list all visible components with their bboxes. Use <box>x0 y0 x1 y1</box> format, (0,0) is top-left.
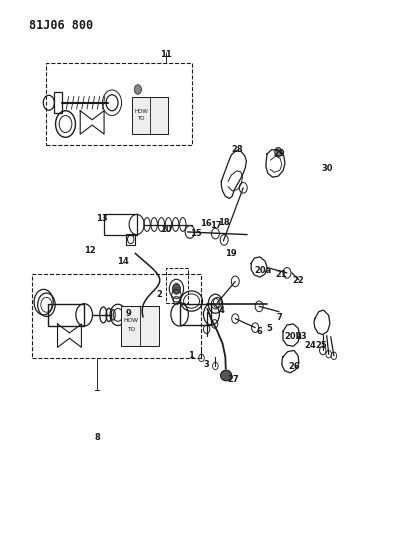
Bar <box>121 306 159 346</box>
Text: 11: 11 <box>160 51 172 59</box>
Text: 19: 19 <box>225 249 237 258</box>
Text: 17: 17 <box>209 221 221 230</box>
Text: HOW: HOW <box>124 318 138 323</box>
Text: 14: 14 <box>117 257 129 265</box>
Text: 23: 23 <box>295 332 307 341</box>
Bar <box>53 92 62 114</box>
Circle shape <box>275 148 282 157</box>
Text: 5: 5 <box>266 324 272 333</box>
Text: 9: 9 <box>126 309 132 318</box>
Text: 15: 15 <box>190 229 201 238</box>
Bar <box>166 268 188 303</box>
Text: 10: 10 <box>160 225 172 234</box>
Text: 29: 29 <box>273 149 285 158</box>
Text: TO: TO <box>127 327 135 332</box>
Text: 81J06 800: 81J06 800 <box>28 19 93 33</box>
Bar <box>126 233 135 245</box>
Text: 18: 18 <box>218 219 230 228</box>
Text: 28: 28 <box>231 145 243 154</box>
Bar <box>32 274 201 358</box>
Ellipse shape <box>221 370 232 381</box>
Bar <box>48 304 84 326</box>
Text: 12: 12 <box>84 246 96 255</box>
Text: 1: 1 <box>188 351 194 360</box>
Bar <box>180 304 211 325</box>
Text: 6: 6 <box>256 327 262 336</box>
Text: 24: 24 <box>304 341 316 350</box>
Bar <box>46 63 192 146</box>
Bar <box>104 214 137 235</box>
Text: 27: 27 <box>227 375 239 384</box>
Text: 25: 25 <box>315 341 327 350</box>
Text: HOW: HOW <box>134 109 148 114</box>
Text: 13: 13 <box>96 214 108 223</box>
Circle shape <box>172 284 180 294</box>
Circle shape <box>134 85 142 94</box>
Text: 4: 4 <box>218 305 224 314</box>
Text: 16: 16 <box>200 220 211 229</box>
Text: 7: 7 <box>276 312 282 321</box>
Text: 3: 3 <box>203 360 209 369</box>
Text: 2: 2 <box>156 289 162 298</box>
Text: 20a: 20a <box>255 266 272 275</box>
Text: 22: 22 <box>292 276 304 285</box>
Text: 20b: 20b <box>284 332 302 341</box>
Bar <box>132 98 168 134</box>
Text: TO: TO <box>137 116 145 121</box>
Text: 21: 21 <box>275 270 287 279</box>
Text: 30: 30 <box>321 164 332 173</box>
Text: 26: 26 <box>288 362 300 371</box>
Text: 8: 8 <box>94 433 100 442</box>
